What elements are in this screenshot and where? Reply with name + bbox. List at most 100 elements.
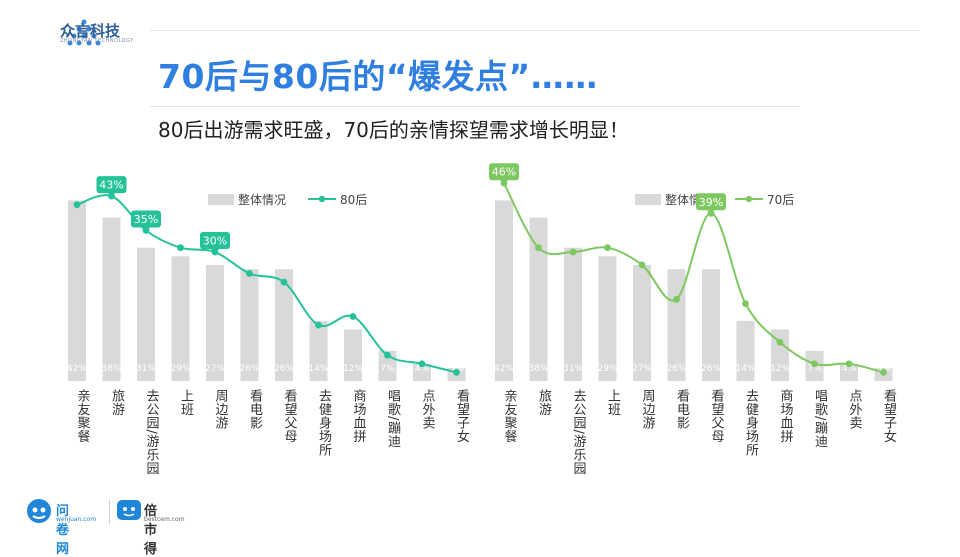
point-label-box <box>200 232 230 249</box>
bar-value-label: 31% <box>563 364 583 374</box>
bar <box>736 320 755 381</box>
series-point <box>569 248 577 256</box>
bar-value-label: 7% <box>380 364 395 374</box>
bar <box>529 217 548 381</box>
bar <box>667 269 686 381</box>
bar-value-label: 12% <box>343 364 363 374</box>
bar-value-label: 26% <box>666 364 686 374</box>
series-point <box>776 338 784 346</box>
bar-value-label: 29% <box>597 364 617 374</box>
bar <box>702 269 720 381</box>
bestcem-brand: 倍市得 <box>144 504 158 557</box>
category-label: 看望父母 <box>709 388 725 443</box>
series-point <box>349 313 357 320</box>
bar <box>68 200 86 381</box>
bar <box>633 264 651 381</box>
series-point <box>673 295 680 303</box>
category-label: 上班 <box>605 389 621 416</box>
charts-area: 整体情况 80后 42% 38% 31% 29% 27% 26% 26% 14% 12% 7% 4% 3%… <box>67 163 897 475</box>
bar <box>598 256 617 381</box>
legend-marker <box>745 195 753 203</box>
category-label: 商场血拼 <box>778 389 794 444</box>
point-value-label: 30% <box>203 235 227 248</box>
bar-value-label: 14% <box>735 364 755 374</box>
series-point <box>535 244 542 252</box>
bar-value-label: 4% <box>842 364 857 374</box>
page-title: 70后与80后的“爆发点”…… <box>158 57 598 96</box>
category-label: 看电影 <box>247 388 263 429</box>
series-point <box>246 270 253 277</box>
category-label: 唱歌/蹦迪 <box>812 389 828 449</box>
series-point <box>280 278 288 286</box>
category-label: 唱歌/蹦迪 <box>385 389 401 449</box>
legend-swatch-bar <box>208 194 234 205</box>
series-point <box>604 244 611 252</box>
bar-value-label: 38% <box>101 364 121 374</box>
bar <box>206 264 224 381</box>
category-label: 旅游 <box>109 389 125 416</box>
bar <box>240 269 259 381</box>
zhongyan-logo-icon <box>67 19 101 46</box>
point-label-pointer <box>211 249 219 253</box>
bar-value-label: 26% <box>239 364 259 374</box>
series-point <box>845 360 853 368</box>
point-value-label: 43% <box>99 179 123 192</box>
bar <box>137 247 155 381</box>
chart-1: 整体情况 80后 42% 38% 31% 29% 27% 26% 26% 14% 12% 7% 4% 3%… <box>67 176 470 475</box>
category-label: 看望父母 <box>282 388 298 443</box>
bar <box>344 329 362 381</box>
bar-value-label: 27% <box>205 364 225 374</box>
bar <box>171 256 190 381</box>
brand-name: 众言科技 <box>60 22 121 40</box>
category-label: 去公园/游乐园 <box>571 389 587 475</box>
category-label: 点外卖 <box>420 389 436 430</box>
bar <box>413 363 431 381</box>
point-label-pointer <box>707 210 715 215</box>
bar-value-label: 42% <box>494 364 514 374</box>
series-point <box>811 360 818 368</box>
point-value-label: 35% <box>134 213 158 226</box>
point-value-label: 39% <box>699 196 723 209</box>
category-label: 商场血拼 <box>351 389 367 444</box>
point-label-pointer <box>500 180 508 185</box>
bar <box>840 363 858 381</box>
bar <box>771 329 789 381</box>
bar-value-label: 3% <box>876 364 891 374</box>
wenjuan-url: wenjuan.com <box>56 516 97 523</box>
wenjuan-brand: 问卷网 <box>56 504 70 557</box>
series-point <box>73 201 81 209</box>
category-label: 去公园/游乐园 <box>144 389 160 475</box>
brand-subtitle: ZHONGYAN TECHNOLOGY <box>60 38 134 44</box>
footer-separator <box>109 500 110 524</box>
series-point <box>384 351 391 359</box>
bar-value-label: 3% <box>449 364 464 374</box>
bar-value-label: 26% <box>701 364 721 374</box>
page-subtitle: 80后出游需求旺盛，70后的亲情探望需求增长明显！ <box>158 118 629 142</box>
bar-value-label: 12% <box>770 364 790 374</box>
bar-value-label: 26% <box>274 364 294 374</box>
legend-swatch-bar <box>635 194 661 205</box>
series-point <box>742 300 749 307</box>
series-point <box>638 261 646 269</box>
series-point <box>880 369 887 376</box>
category-label: 看望子女 <box>454 388 470 443</box>
category-label: 亲友聚餐 <box>75 389 91 443</box>
legend-label-line: 70后 <box>767 193 794 207</box>
point-label-box <box>489 163 519 181</box>
category-label: 旅游 <box>536 389 552 416</box>
bar <box>102 217 121 381</box>
divider <box>150 106 800 107</box>
category-label: 亲友聚餐 <box>502 389 518 443</box>
bar-value-label: 42% <box>67 364 87 374</box>
divider <box>150 30 920 31</box>
series-line <box>503 182 884 374</box>
legend-label-bar: 整体情况 <box>238 192 286 207</box>
category-label: 去健身场所 <box>743 389 759 457</box>
bar <box>275 269 293 381</box>
category-label: 看电影 <box>674 388 690 429</box>
point-label-pointer <box>107 193 116 198</box>
chart-2: 整体情况70后42%38%31%29%27%26%26%14%12%7%4%3%… <box>489 163 897 475</box>
point-label-pointer <box>142 227 150 232</box>
series-point <box>453 369 460 376</box>
wenjuan-logo-icon <box>27 499 51 523</box>
